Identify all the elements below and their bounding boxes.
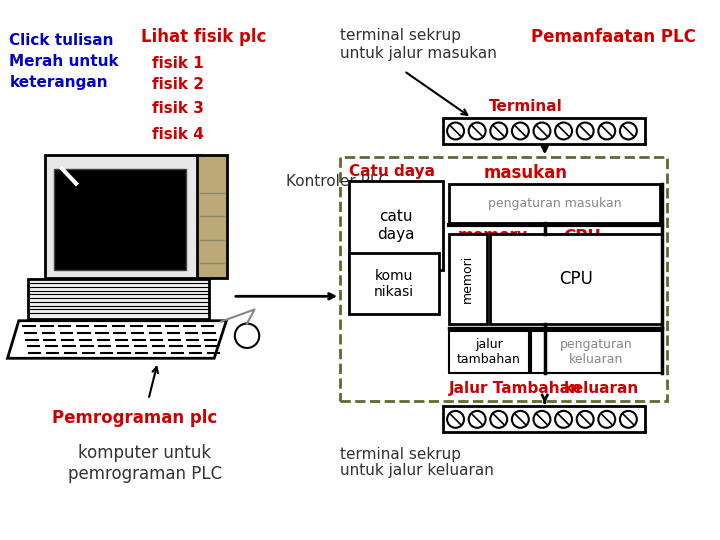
Circle shape: [577, 123, 593, 139]
Text: masukan: masukan: [484, 164, 568, 182]
Circle shape: [512, 411, 528, 428]
Text: Pemanfaatan PLC: Pemanfaatan PLC: [531, 28, 696, 46]
Circle shape: [512, 123, 528, 139]
Text: fisik 3: fisik 3: [152, 101, 204, 116]
Text: Catu daya: Catu daya: [349, 164, 436, 179]
Circle shape: [469, 123, 485, 139]
Circle shape: [577, 411, 593, 428]
Text: CPU: CPU: [559, 270, 593, 288]
Text: fisik 2: fisik 2: [152, 77, 204, 92]
Circle shape: [620, 123, 636, 139]
Circle shape: [555, 411, 572, 428]
Text: pengaturan masukan: pengaturan masukan: [488, 197, 621, 210]
Bar: [45, 156, 200, 278]
Text: keterangan: keterangan: [9, 75, 108, 90]
Polygon shape: [7, 321, 226, 359]
Text: fisik 4: fisik 4: [152, 127, 204, 142]
Circle shape: [447, 123, 464, 139]
Text: komu
nikasi: komu nikasi: [374, 268, 414, 299]
Bar: [449, 234, 487, 323]
Text: untuk jalur keluaran: untuk jalur keluaran: [340, 463, 494, 478]
Text: untuk jalur masukan: untuk jalur masukan: [340, 46, 497, 62]
Text: keluaran: keluaran: [564, 381, 639, 396]
Text: fisik 1: fisik 1: [152, 56, 204, 71]
Bar: [449, 331, 528, 373]
Text: memory: memory: [457, 228, 528, 243]
Circle shape: [490, 411, 507, 428]
Text: Jalur Tambahan: Jalur Tambahan: [449, 381, 582, 396]
Text: pengaturan
keluaran: pengaturan keluaran: [560, 338, 633, 366]
Text: terminal sekrup: terminal sekrup: [340, 447, 461, 462]
Text: CPU: CPU: [564, 228, 601, 246]
Bar: [349, 253, 438, 314]
Text: catu
daya: catu daya: [377, 209, 415, 241]
Circle shape: [598, 123, 615, 139]
Text: terminal sekrup: terminal sekrup: [340, 28, 461, 43]
Text: komputer untuk
pemrograman PLC: komputer untuk pemrograman PLC: [68, 444, 222, 483]
Text: Kontroler PLC: Kontroler PLC: [287, 174, 390, 189]
Bar: [531, 331, 662, 373]
Circle shape: [490, 123, 507, 139]
Text: jalur
tambahan: jalur tambahan: [457, 338, 521, 366]
Bar: [444, 118, 645, 144]
Text: Merah untuk: Merah untuk: [9, 54, 119, 69]
Text: Click tulisan: Click tulisan: [9, 33, 114, 48]
Circle shape: [534, 123, 550, 139]
Bar: [28, 279, 210, 319]
Text: Pemrograman plc: Pemrograman plc: [52, 409, 217, 427]
Circle shape: [534, 411, 550, 428]
Bar: [490, 234, 662, 323]
Text: memori: memori: [462, 255, 474, 303]
Circle shape: [620, 411, 636, 428]
Circle shape: [555, 123, 572, 139]
Bar: [55, 168, 186, 270]
Circle shape: [447, 411, 464, 428]
Circle shape: [235, 323, 259, 348]
Bar: [197, 156, 228, 278]
Circle shape: [469, 411, 485, 428]
Bar: [444, 406, 645, 433]
Bar: [340, 157, 667, 402]
Bar: [349, 181, 444, 270]
Bar: [449, 184, 660, 223]
Text: Terminal: Terminal: [488, 99, 562, 114]
Text: Lihat fisik plc: Lihat fisik plc: [141, 28, 266, 46]
Circle shape: [598, 411, 615, 428]
